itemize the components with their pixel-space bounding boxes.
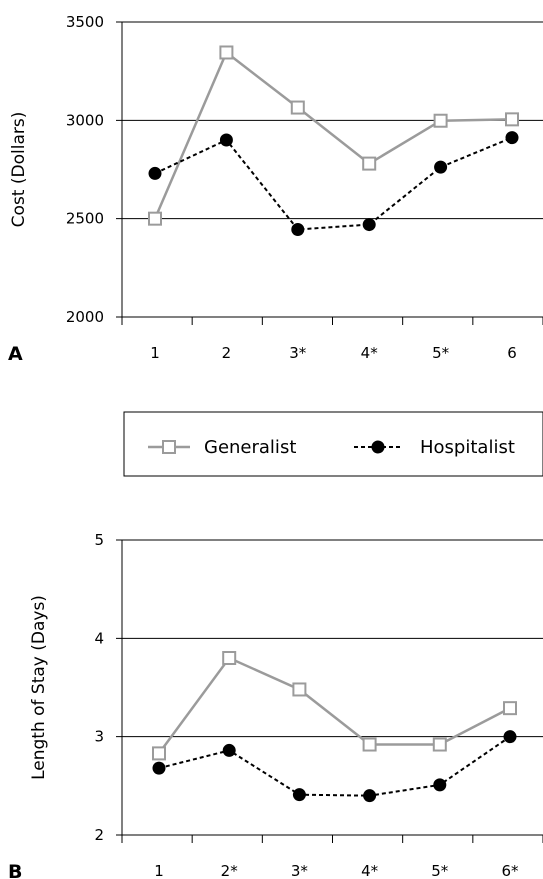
panel-a-x-tick-label: 3* — [289, 344, 307, 362]
panel-a-hospitalist-point — [434, 160, 448, 174]
panel-a-generalist-point — [362, 156, 377, 171]
panel-b-y-tick-label: 2 — [94, 826, 104, 844]
panel-a-generalist-point — [505, 112, 519, 127]
panel-b-x-tick-label: 6* — [501, 862, 519, 879]
panel-b-y-tick-label: 5 — [94, 531, 104, 549]
panel-b-hospitalist-point — [363, 789, 377, 803]
panel-b-hospitalist-point — [503, 730, 517, 744]
panel-b-hospitalist-point — [292, 788, 306, 802]
chart-panel-b: 2 3 4 5 1 2* 3* 4* 5* 6* Length of Stay (Days) B — [8, 531, 543, 879]
legend-frame — [123, 411, 543, 477]
panel-a-hospitalist-point — [362, 218, 376, 232]
panel-b-letter: B — [8, 861, 22, 879]
panel-a-hospitalist-point — [291, 222, 305, 236]
panel-a-y-tick-label: 3500 — [66, 13, 104, 31]
panel-a-letter: A — [8, 343, 23, 365]
panel-a-x-tick-label: 6 — [507, 344, 517, 362]
panel-a-generalist-point — [148, 211, 162, 226]
panel-a-y-tick-label: 2000 — [66, 308, 104, 326]
panel-b-generalist-point — [503, 701, 517, 716]
panel-b-generalist-point — [152, 746, 166, 761]
panel-a-x-tick-label: 1 — [150, 344, 160, 362]
panel-a-series-generalist-line — [153, 50, 513, 220]
panel-b-hospitalist-point — [222, 743, 236, 757]
panel-b-generalist-point — [362, 737, 377, 752]
panel-b-x-tick-label: 1 — [154, 862, 164, 879]
panel-b-hospitalist-point — [433, 778, 447, 792]
panel-b-x-tick-label: 4* — [361, 862, 379, 879]
panel-a-x-tick-label: 4* — [361, 344, 379, 362]
panel-a-y-tick-label: 2500 — [66, 210, 104, 228]
legend-generalist-label: Generalist — [204, 437, 296, 458]
panel-a-hospitalist-point — [148, 166, 162, 180]
chart-panel-a: 2000 2500 3000 3500 1 2 3* 4* 5* 6 Cost (Dollars) A — [8, 13, 543, 365]
legend-hospitalist-marker — [371, 440, 385, 454]
panel-b-y-tick-label: 4 — [94, 629, 104, 647]
panel-a-y-tick-label: 3000 — [66, 111, 104, 129]
legend-generalist-marker — [162, 440, 176, 454]
panel-b-series-generalist-line — [157, 656, 511, 755]
panel-a-generalist-point — [219, 45, 234, 60]
panel-b-x-tick-label: 2* — [221, 862, 239, 879]
panel-a-y-axis-title: Cost (Dollars) — [9, 112, 29, 228]
panel-a-series-hospitalist-line — [154, 136, 513, 231]
panel-b-x-tick-label: 5* — [431, 862, 449, 879]
panel-b-hospitalist-point — [152, 761, 166, 775]
legend: Generalist Hospitalist — [123, 411, 543, 477]
panel-b-generalist-point — [432, 737, 447, 752]
panel-b-generalist-point — [292, 682, 307, 697]
panel-b-y-axis-title: Length of Stay (Days) — [29, 595, 49, 780]
panel-b-generalist-point — [222, 651, 237, 665]
panel-a-x-tick-label: 5* — [432, 344, 450, 362]
panel-b-series-hospitalist-line — [158, 735, 511, 797]
panel-a-generalist-point — [290, 100, 305, 115]
panel-a-hospitalist-point — [505, 131, 519, 145]
panel-a-hospitalist-point — [219, 133, 233, 147]
panel-b-y-tick-label: 3 — [94, 728, 104, 746]
legend-hospitalist-label: Hospitalist — [420, 437, 515, 458]
panel-a-x-tick-label: 2 — [222, 344, 232, 362]
panel-b-x-tick-label: 3* — [291, 862, 309, 879]
panel-a-generalist-point — [433, 113, 448, 128]
